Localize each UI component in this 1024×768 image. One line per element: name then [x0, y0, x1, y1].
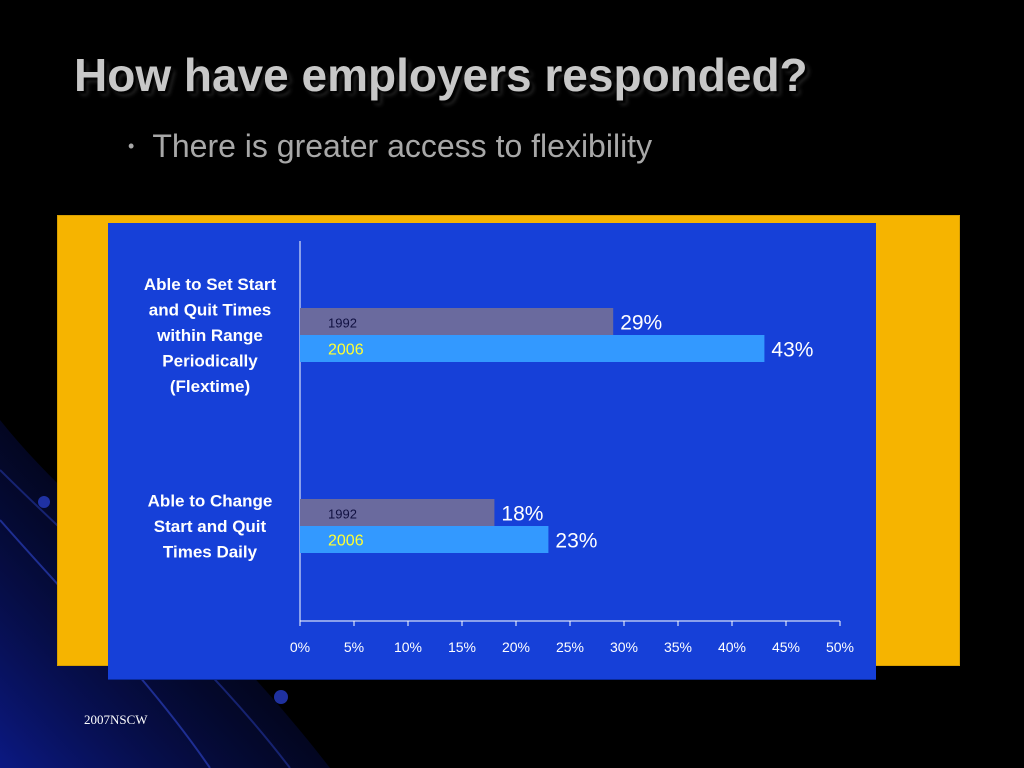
bar-1992	[300, 308, 614, 335]
bullet-text: There is greater access to flexibility	[152, 128, 653, 164]
x-tick-label: 30%	[610, 639, 638, 655]
x-tick-label: 10%	[394, 639, 422, 655]
x-tick-label: 25%	[556, 639, 584, 655]
bar-1992	[300, 499, 495, 526]
bar-series-label: 2006	[328, 342, 364, 359]
x-tick-label: 45%	[772, 639, 800, 655]
x-tick-label: 15%	[448, 639, 476, 655]
bullet-dot-icon: •	[128, 136, 135, 156]
bar-series-label: 1992	[328, 316, 357, 331]
x-tick-label: 20%	[502, 639, 530, 655]
bar-value-label: 23%	[555, 530, 597, 553]
x-tick-label: 40%	[718, 639, 746, 655]
bar-series-label: 2006	[328, 533, 364, 550]
x-tick-label: 50%	[826, 639, 854, 655]
bar-value-label: 18%	[501, 503, 543, 526]
bar-2006	[300, 526, 549, 553]
bar-chart: 0% 5% 10% 15% 20% 25% 30% 35% 40% 45% 50% Able to S…	[144, 241, 854, 655]
category-label: Able to Change Start and Quit Times Daily	[148, 492, 273, 562]
bar-2006	[300, 335, 765, 362]
chart-panel	[108, 223, 876, 680]
x-tick-label: 0%	[290, 639, 310, 655]
x-tick-label: 5%	[344, 639, 364, 655]
bar-series-label: 1992	[328, 507, 357, 522]
bar-value-label: 43%	[771, 339, 813, 362]
footer-source: 2007NSCW	[84, 712, 148, 727]
x-tick-label: 35%	[664, 639, 692, 655]
category-label: Able to Set Start and Quit Times within Ra…	[144, 275, 277, 396]
bullet-item: • There is greater access to flexibility	[128, 128, 652, 165]
slide-title: How have employers responded?	[74, 49, 808, 101]
bar-value-label: 29%	[620, 312, 662, 335]
